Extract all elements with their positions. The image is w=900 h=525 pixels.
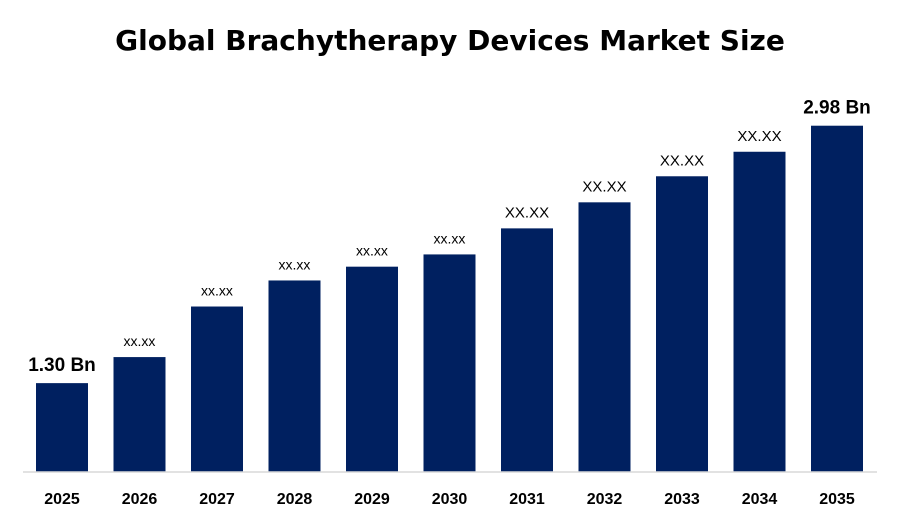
data-label-2035: 2.98 Bn <box>803 98 871 119</box>
bar-2032 <box>578 202 631 473</box>
x-tick-label-2030: 2030 <box>432 491 468 508</box>
data-label-2029: xx.xx <box>356 243 388 259</box>
bar-2034 <box>733 151 786 473</box>
data-label-2032: XX.XX <box>582 178 626 195</box>
bar-2035 <box>811 125 863 472</box>
x-tick-label-2028: 2028 <box>277 491 313 508</box>
x-tick-label-2027: 2027 <box>199 491 235 508</box>
data-label-2028: xx.xx <box>279 256 311 272</box>
data-label-2025: 1.30 Bn <box>28 355 96 376</box>
x-tick-label-2031: 2031 <box>509 491 545 508</box>
chart-title: Global Brachytherapy Devices Market Size <box>115 24 785 57</box>
bar-2027 <box>191 306 243 472</box>
x-tick-label-2035: 2035 <box>819 491 855 508</box>
data-label-2033: XX.XX <box>660 152 704 169</box>
bar-2030 <box>423 254 476 472</box>
data-label-2030: xx.xx <box>434 230 466 246</box>
x-tick-label-2033: 2033 <box>664 491 700 508</box>
data-label-2027: xx.xx <box>201 283 233 299</box>
x-tick-label-2025: 2025 <box>44 491 80 508</box>
bar-2025 <box>36 383 88 472</box>
bar-2028 <box>268 280 321 472</box>
x-tick-label-2034: 2034 <box>742 491 778 508</box>
x-tick-label-2032: 2032 <box>587 491 623 508</box>
data-label-2034: XX.XX <box>737 128 781 145</box>
bar-2029 <box>346 266 398 472</box>
data-label-2031: XX.XX <box>505 204 549 221</box>
x-tick-label-2026: 2026 <box>122 491 158 508</box>
bar-2033 <box>656 176 708 472</box>
x-tick-label-2029: 2029 <box>354 491 390 508</box>
bar-2026 <box>113 357 166 472</box>
bar-2031 <box>501 228 553 472</box>
data-label-2026: xx.xx <box>124 333 156 349</box>
